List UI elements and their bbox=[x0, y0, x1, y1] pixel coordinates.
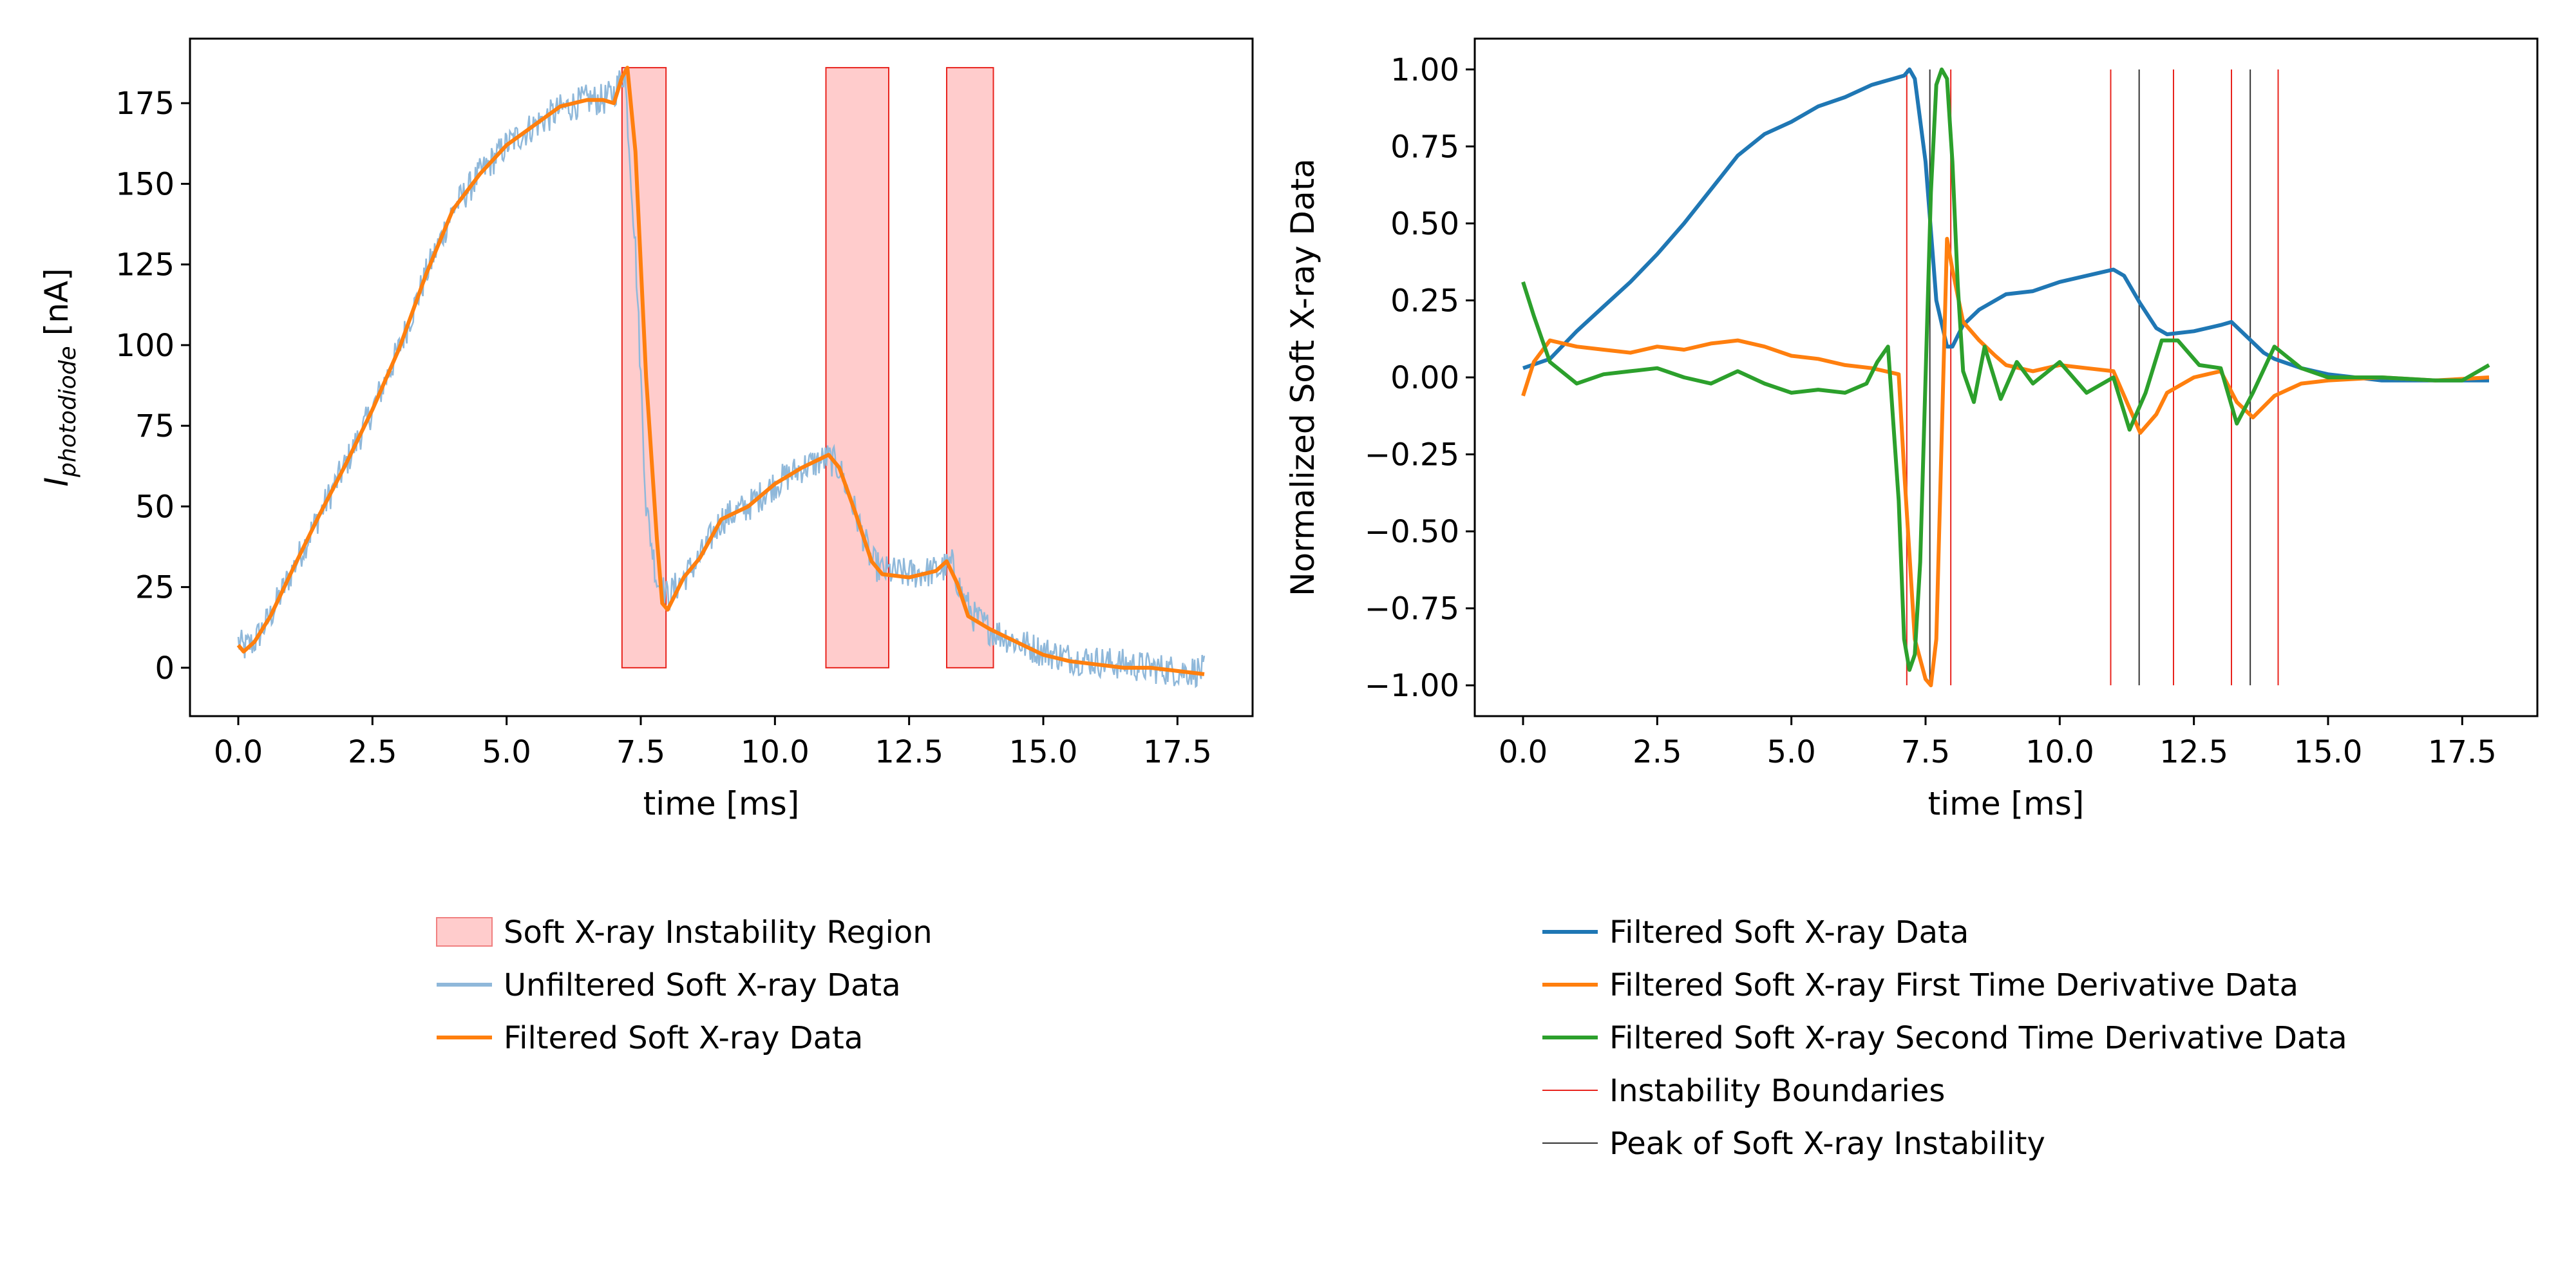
right-x-tick-label: 10.0 bbox=[2025, 734, 2094, 770]
left-legend-patch bbox=[436, 917, 493, 947]
right-x-tick-label: 7.5 bbox=[1901, 734, 1950, 770]
right-y-tick-label: −0.75 bbox=[1365, 591, 1459, 627]
right-y-tick-label: −1.00 bbox=[1365, 668, 1459, 704]
left-legend-label: Filtered Soft X-ray Data bbox=[504, 1020, 863, 1056]
right-legend-label: Filtered Soft X-ray First Time Derivativ… bbox=[1609, 967, 2298, 1003]
left-y-tick-label: 125 bbox=[115, 247, 175, 283]
left-y-tick-label: 100 bbox=[115, 328, 175, 364]
left-x-ticks: 0.0 2.5 5.0 7.5 10.0 12.5 15.0 17.5 bbox=[214, 716, 1212, 770]
right-y-tick-label: 0.75 bbox=[1390, 129, 1459, 165]
right-legend-label: Filtered Soft X-ray Second Time Derivati… bbox=[1609, 1020, 2347, 1056]
left-y-tick-label: 50 bbox=[135, 489, 175, 525]
left-legend: Soft X-ray Instability Region Unfiltered … bbox=[436, 914, 933, 1056]
right-legend: Filtered Soft X-ray Data Filtered Soft X-… bbox=[1542, 914, 2347, 1162]
left-y-axis-label: Iphotodiode [nA] bbox=[38, 268, 81, 486]
right-x-tick-label: 15.0 bbox=[2294, 734, 2363, 770]
left-y-tick-label: 175 bbox=[115, 86, 175, 122]
right-x-tick-label: 0.0 bbox=[1499, 734, 1548, 770]
left-x-tick-label: 10.0 bbox=[741, 734, 810, 770]
left-x-tick-label: 17.5 bbox=[1143, 734, 1212, 770]
right-x-tick-label: 12.5 bbox=[2159, 734, 2228, 770]
left-y-tick-label: 75 bbox=[135, 408, 175, 444]
left-series-filtered bbox=[236, 66, 1205, 676]
right-series-second-derivative bbox=[1521, 67, 2490, 672]
left-x-tick-label: 2.5 bbox=[348, 734, 397, 770]
left-y-tick-label: 25 bbox=[135, 570, 175, 606]
right-series bbox=[1521, 67, 2490, 688]
left-series bbox=[236, 66, 1206, 688]
left-legend-label: Soft X-ray Instability Region bbox=[504, 914, 933, 951]
left-plot-frame bbox=[189, 37, 1254, 717]
right-legend-label: Instability Boundaries bbox=[1609, 1073, 1945, 1109]
left-x-tick-label: 0.0 bbox=[214, 734, 263, 770]
right-series-first-derivative bbox=[1521, 236, 2490, 688]
right-legend-label: Peak of Soft X-ray Instability bbox=[1609, 1126, 2045, 1162]
right-y-axis-label: Normalized Soft X-ray Data bbox=[1284, 158, 1321, 596]
right-y-tick-label: −0.25 bbox=[1365, 437, 1459, 473]
right-y-tick-label: 0.50 bbox=[1390, 206, 1459, 242]
right-y-tick-label: 1.00 bbox=[1390, 52, 1459, 88]
left-y-label-subscript: photodiode bbox=[55, 346, 81, 478]
right-x-tick-label: 2.5 bbox=[1633, 734, 1681, 770]
right-y-tick-label: −0.50 bbox=[1365, 514, 1459, 550]
right-x-tick-label: 17.5 bbox=[2428, 734, 2497, 770]
left-x-tick-label: 12.5 bbox=[875, 734, 943, 770]
left-x-tick-label: 15.0 bbox=[1009, 734, 1078, 770]
left-y-tick-label: 150 bbox=[115, 166, 175, 202]
left-y-ticks: 0 25 50 75 100 125 150 175 bbox=[115, 86, 190, 687]
right-legend-label: Filtered Soft X-ray Data bbox=[1609, 914, 1969, 951]
left-legend-label: Unfiltered Soft X-ray Data bbox=[504, 967, 901, 1003]
right-x-ticks: 0.0 2.5 5.0 7.5 10.0 12.5 15.0 17.5 bbox=[1499, 716, 2497, 770]
left-x-axis-label: time [ms] bbox=[643, 785, 800, 822]
left-x-tick-label: 7.5 bbox=[616, 734, 665, 770]
right-y-tick-label: 0.25 bbox=[1390, 283, 1459, 319]
left-y-label-unit: [nA] bbox=[38, 268, 75, 346]
right-chart: 0.0 2.5 5.0 7.5 10.0 12.5 15.0 17.5 −1.00−0.75−… bbox=[1284, 37, 2539, 1162]
right-x-axis-label: time [ms] bbox=[1928, 785, 2085, 822]
left-chart: 0.0 2.5 5.0 7.5 10.0 12.5 15.0 17.5 0 25 50 75 100 1… bbox=[38, 37, 1254, 1056]
left-series-unfiltered bbox=[237, 68, 1206, 688]
left-y-tick-label: 0 bbox=[155, 650, 175, 687]
right-x-tick-label: 5.0 bbox=[1766, 734, 1815, 770]
left-y-label-main: I bbox=[38, 477, 75, 487]
right-y-tick-label: 0.00 bbox=[1390, 360, 1459, 396]
right-y-ticks: −1.00 −0.75 −0.50 −0.25 0.00 0.25 0.50 0.75 1.00 bbox=[1365, 52, 1475, 704]
left-x-tick-label: 5.0 bbox=[482, 734, 531, 770]
right-series-filtered bbox=[1522, 67, 2489, 383]
